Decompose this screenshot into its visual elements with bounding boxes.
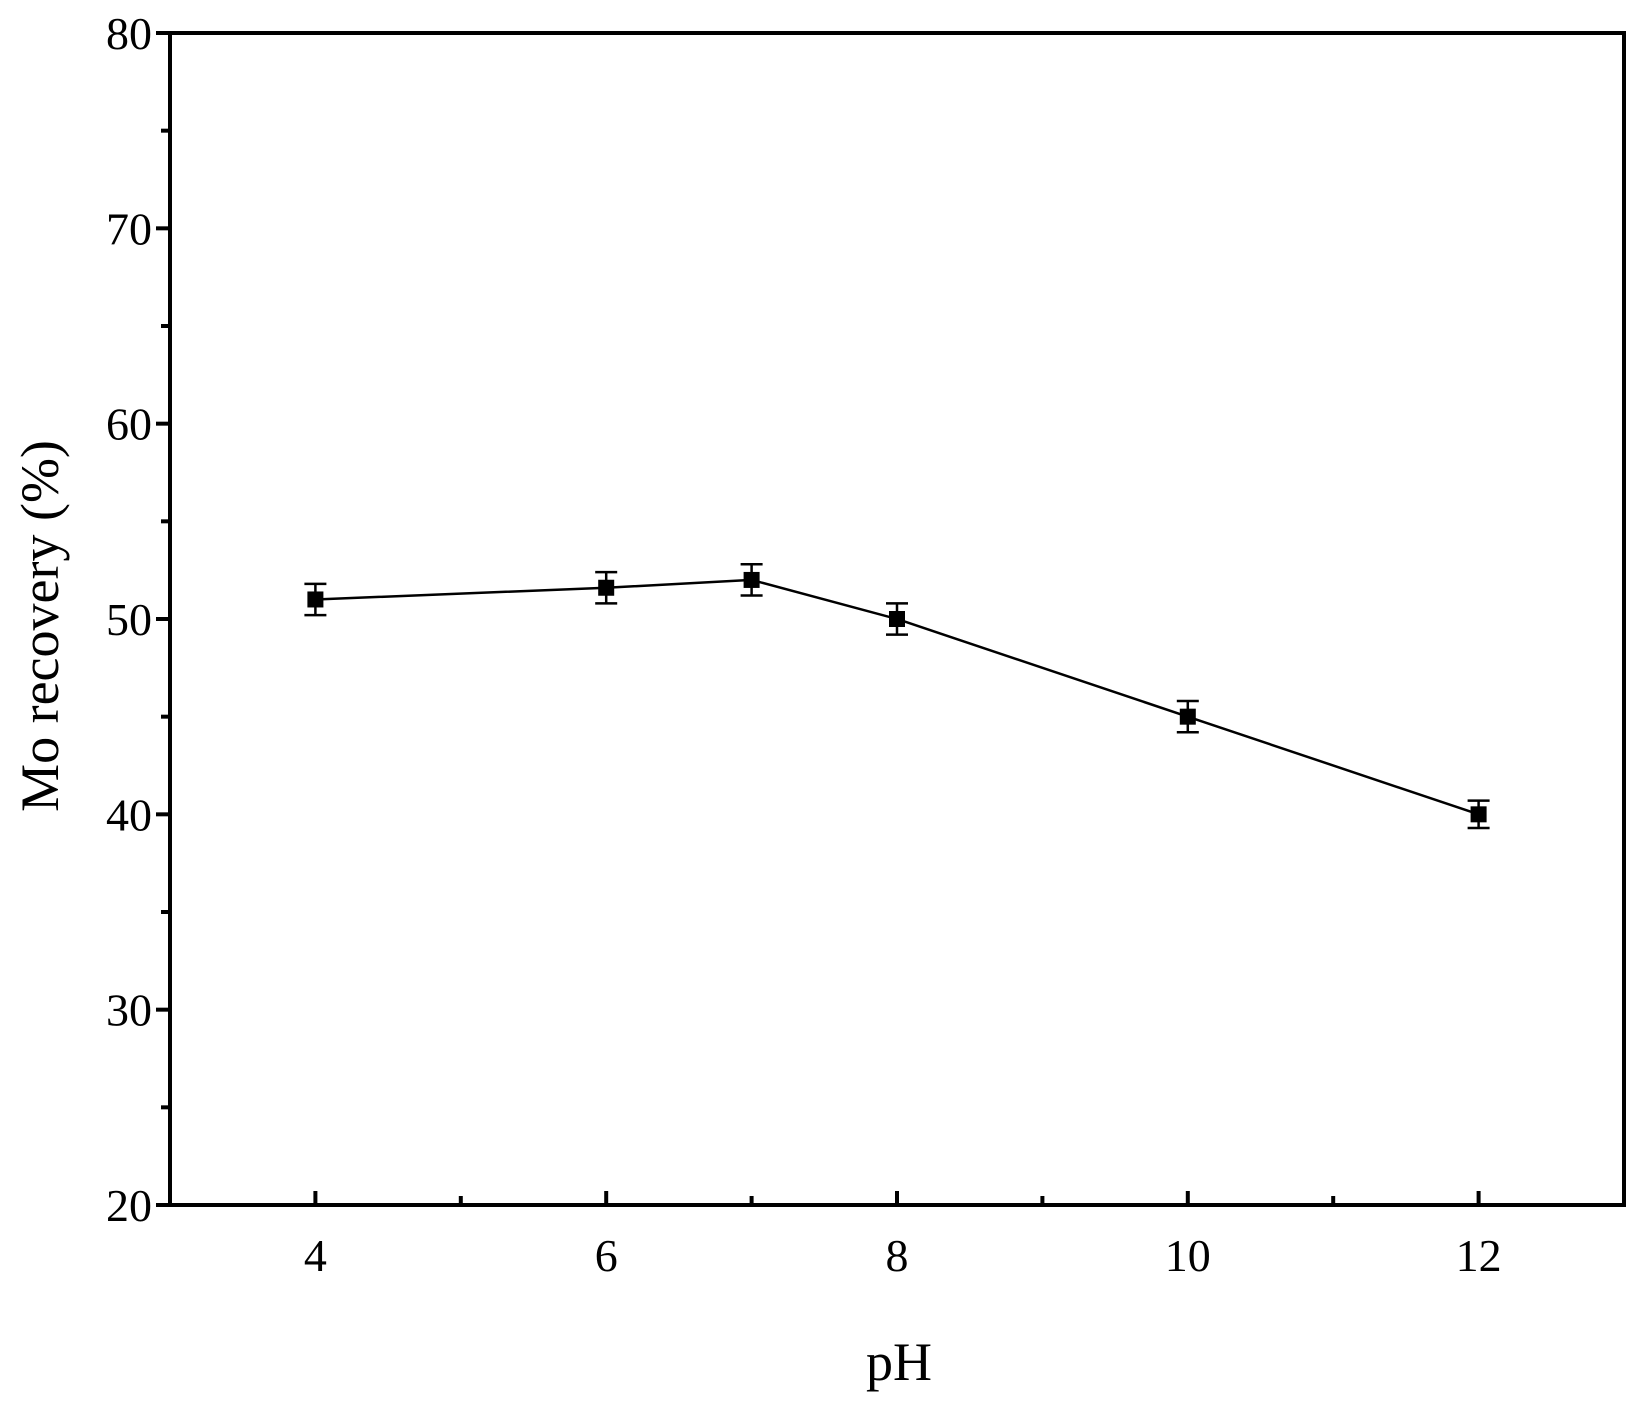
x-tick-label: 12 (1456, 1230, 1502, 1281)
x-tick-label: 6 (595, 1230, 618, 1281)
data-point (307, 591, 324, 608)
x-tick-label: 8 (886, 1230, 909, 1281)
data-point (1179, 708, 1196, 725)
x-tick-label: 4 (304, 1230, 327, 1281)
data-point (1470, 806, 1487, 823)
x-tick-label: 10 (1165, 1230, 1211, 1281)
y-tick-label: 80 (106, 8, 152, 59)
y-tick-label: 40 (106, 789, 152, 840)
series-line (315, 578, 1479, 816)
y-axis-title: Mo recovery (%) (10, 440, 70, 812)
data-point (889, 611, 905, 627)
data-point (743, 571, 760, 588)
tick-labels: 4 6 8 10 12 20 30 40 50 60 70 80 (106, 8, 1502, 1281)
y-tick-label: 60 (106, 399, 152, 450)
axis-ticks (156, 31, 1481, 1207)
series-layer (304, 563, 1490, 830)
y-tick-label: 20 (106, 1180, 152, 1231)
y-tick-label: 50 (106, 594, 152, 645)
y-tick-label: 30 (106, 985, 152, 1036)
y-tick-label: 70 (106, 203, 152, 254)
data-point (598, 579, 615, 596)
x-axis-title: pH (866, 1332, 932, 1392)
